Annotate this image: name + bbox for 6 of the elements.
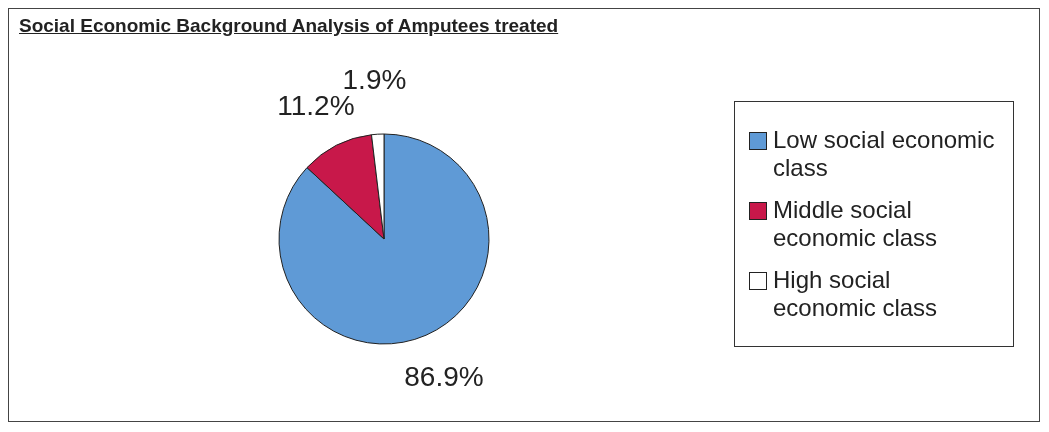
pie-slice [278, 133, 490, 345]
chart-title: Social Economic Background Analysis of Amputees treated [19, 15, 559, 37]
legend-label: Middle social economic class [773, 196, 939, 252]
data-label: 86.9% [404, 360, 484, 392]
legend-label: Low social economic class [773, 126, 996, 182]
legend-label: High social economic class [773, 266, 939, 322]
